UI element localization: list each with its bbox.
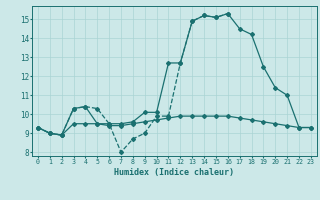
X-axis label: Humidex (Indice chaleur): Humidex (Indice chaleur) (115, 168, 234, 177)
